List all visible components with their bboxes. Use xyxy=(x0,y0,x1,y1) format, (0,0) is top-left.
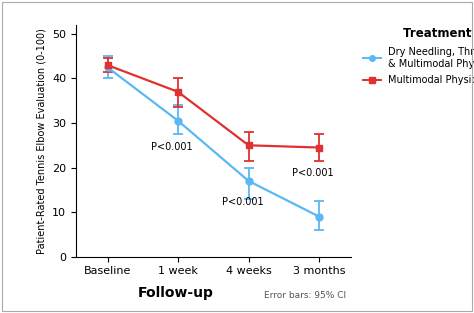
Legend: Dry Needling, Thrust Manipulation
& Multimodal Physical Therapy, Multimodal Phys: Dry Needling, Thrust Manipulation & Mult… xyxy=(361,25,474,87)
Text: Follow-up: Follow-up xyxy=(137,286,213,300)
Text: P<0.001: P<0.001 xyxy=(151,142,193,152)
Text: Error bars: 95% CI: Error bars: 95% CI xyxy=(264,291,346,300)
Y-axis label: Patient-Rated Tennis Elbow Evaluation (0-100): Patient-Rated Tennis Elbow Evaluation (0… xyxy=(36,28,46,254)
Text: P<0.001: P<0.001 xyxy=(292,168,334,178)
Text: P<0.001: P<0.001 xyxy=(222,198,264,208)
